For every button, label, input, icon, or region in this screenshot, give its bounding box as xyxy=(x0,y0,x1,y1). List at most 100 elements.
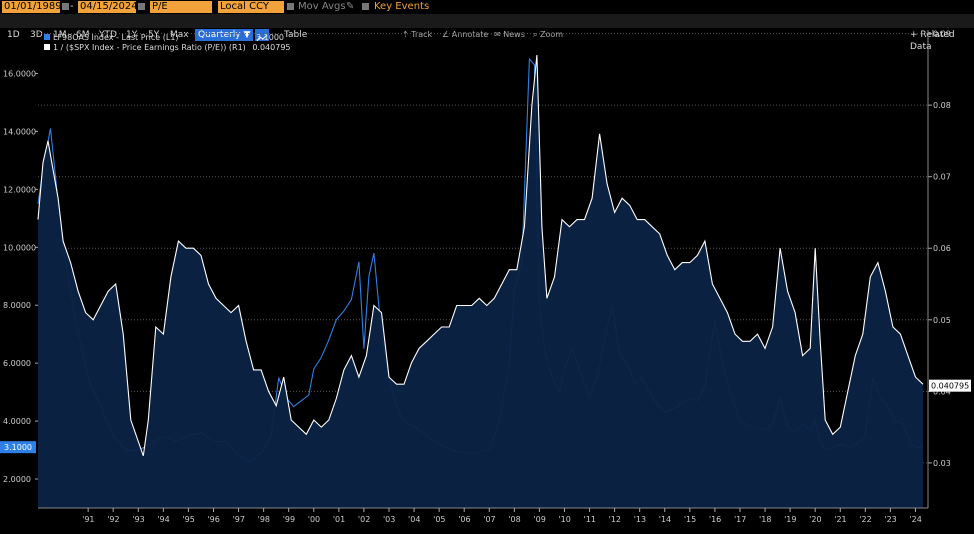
x-tick-label: '94 xyxy=(157,515,169,524)
related-data-button[interactable]: + Related Data xyxy=(910,30,955,52)
legend-entry-l1[interactable]: LF98OAS Index - Last Price (L1) 3.1000 xyxy=(44,33,291,43)
period-5y[interactable]: 5Y xyxy=(148,30,160,40)
chart-legend: LF98OAS Index - Last Price (L1) 3.1000 1… xyxy=(44,33,291,53)
last-value-label-right: 0.040795 xyxy=(931,382,969,391)
legend-swatch-blue xyxy=(44,34,50,40)
track-tool[interactable]: ⇡ Track xyxy=(402,30,433,39)
date-separator: - xyxy=(70,1,74,12)
last-value-label-left: 3.1000 xyxy=(4,443,32,452)
left-tick-label: 14.0000 xyxy=(3,127,36,136)
x-tick-label: '05 xyxy=(433,515,445,524)
x-tick-label: '23 xyxy=(884,515,896,524)
series-line-r1 xyxy=(37,54,924,456)
annotate-tool[interactable]: ∠ Annotate xyxy=(442,30,489,39)
start-date-field[interactable]: 01/01/1989 xyxy=(2,1,62,13)
last-value-label-left-bg xyxy=(0,441,36,454)
x-tick-label: '99 xyxy=(283,515,295,524)
end-date-field[interactable]: 04/15/2024 xyxy=(78,1,138,13)
legend-value: 3.1000 xyxy=(256,33,284,42)
left-tick-label: 10.0000 xyxy=(3,243,36,252)
x-tick-label: '13 xyxy=(634,515,646,524)
line-chart-icon[interactable] xyxy=(255,29,269,42)
calendar-icon[interactable] xyxy=(138,3,145,10)
x-tick-label: '04 xyxy=(408,515,420,524)
news-label: News xyxy=(503,30,525,39)
x-tick-label: '93 xyxy=(132,515,144,524)
legend-swatch-white xyxy=(44,44,50,50)
x-tick-label: '19 xyxy=(784,515,796,524)
period-max[interactable]: Max xyxy=(170,30,189,40)
x-tick-label: '20 xyxy=(809,515,821,524)
zoom-label: Zoom xyxy=(540,30,564,39)
mov-avgs-checkbox[interactable] xyxy=(287,3,294,10)
left-tick-label: 12.0000 xyxy=(3,185,36,194)
left-tick-label: 16.0000 xyxy=(3,69,36,78)
right-tick-label: 0.08 xyxy=(933,101,951,110)
currency-selector[interactable]: Local CCY xyxy=(218,1,284,13)
frequency-label: Quarterly xyxy=(198,30,241,40)
x-tick-label: '02 xyxy=(358,515,370,524)
news-tool[interactable]: ✉ News xyxy=(494,30,525,39)
x-tick-label: '11 xyxy=(584,515,596,524)
right-tick-label: 0.07 xyxy=(933,173,951,182)
right-tick-label: 0.03 xyxy=(933,459,951,468)
legend-entry-r1[interactable]: 1 / ($SPX Index - Price Earnings Ratio (… xyxy=(44,43,291,53)
x-tick-label: '91 xyxy=(82,515,94,524)
x-tick-label: '18 xyxy=(759,515,771,524)
x-tick-label: '98 xyxy=(258,515,270,524)
left-tick-label: 4.0000 xyxy=(3,417,31,426)
key-events-checkbox[interactable] xyxy=(362,3,369,10)
x-tick-label: '22 xyxy=(859,515,871,524)
x-tick-label: '00 xyxy=(308,515,320,524)
x-tick-label: '95 xyxy=(182,515,194,524)
legend-value: 0.040795 xyxy=(252,43,291,52)
x-tick-label: '08 xyxy=(508,515,520,524)
series-area-fill xyxy=(38,55,923,508)
series-line-l1 xyxy=(37,57,923,463)
top-toolbar: 01/01/1989 - 04/15/2024 P/E Local CCY Mo… xyxy=(0,0,974,14)
right-tick-label: 0.05 xyxy=(933,316,951,325)
x-tick-label: '07 xyxy=(483,515,495,524)
x-tick-label: '96 xyxy=(207,515,219,524)
zoom-tool[interactable]: ⌕ Zoom xyxy=(533,30,564,39)
x-tick-label: '10 xyxy=(558,515,570,524)
x-tick-label: '14 xyxy=(659,515,671,524)
x-tick-label: '97 xyxy=(233,515,245,524)
period-1y[interactable]: 1Y xyxy=(126,30,138,40)
period-ytd[interactable]: YTD xyxy=(99,30,117,40)
x-tick-label: '01 xyxy=(333,515,345,524)
x-tick-label: '09 xyxy=(533,515,545,524)
x-tick-label: '17 xyxy=(734,515,746,524)
last-value-label-right-bg xyxy=(929,379,971,392)
x-tick-label: '15 xyxy=(684,515,696,524)
legend-label: LF98OAS Index - Last Price (L1) xyxy=(53,33,179,42)
chart-grid xyxy=(38,33,928,464)
right-tick-label: 0.06 xyxy=(933,244,951,253)
left-tick-label: 6.0000 xyxy=(3,359,31,368)
chart-axes: 0.030.040.050.060.070.080.092.00004.0000… xyxy=(0,30,971,524)
x-tick-label: '92 xyxy=(107,515,119,524)
legend-label: 1 / ($SPX Index - Price Earnings Ratio (… xyxy=(53,43,246,52)
frequency-dropdown[interactable]: Quarterly ▼ xyxy=(195,29,254,41)
period-1m[interactable]: 1M xyxy=(53,30,67,40)
field-selector[interactable]: P/E xyxy=(150,1,212,13)
track-label: Track xyxy=(411,30,433,39)
x-tick-label: '21 xyxy=(834,515,846,524)
period-6m[interactable]: 6M xyxy=(76,30,90,40)
key-events-label[interactable]: Key Events xyxy=(374,1,430,12)
calendar-icon[interactable] xyxy=(62,3,69,10)
period-1d[interactable]: 1D xyxy=(7,30,20,40)
annotate-label: Annotate xyxy=(451,30,489,39)
x-tick-label: '06 xyxy=(458,515,470,524)
chart-series xyxy=(37,54,924,508)
x-tick-label: '24 xyxy=(909,515,921,524)
mov-avgs-label[interactable]: Mov Avgs xyxy=(298,1,346,12)
pencil-icon[interactable]: ✎ xyxy=(346,1,355,12)
left-tick-label: 2.0000 xyxy=(3,475,31,484)
left-tick-label: 8.0000 xyxy=(3,301,31,310)
period-3d[interactable]: 3D xyxy=(30,30,43,40)
x-tick-label: '03 xyxy=(383,515,395,524)
table-button[interactable]: Table xyxy=(284,30,308,40)
right-tick-label: 0.04 xyxy=(933,387,951,396)
